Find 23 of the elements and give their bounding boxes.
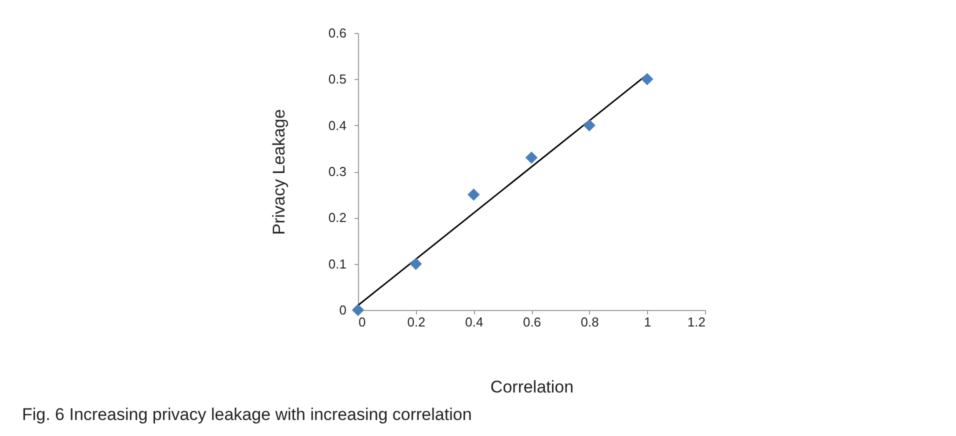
- point: [410, 258, 422, 270]
- x-tick-label: 0.6: [522, 314, 542, 330]
- point: [641, 73, 654, 86]
- x-tick-label: 1.2: [687, 314, 706, 330]
- point: [468, 188, 480, 201]
- x-tick-label: 0.8: [580, 314, 599, 330]
- x-axis-title: Correlation: [490, 378, 574, 396]
- y-tick-label: 0.1: [328, 256, 346, 272]
- x-tick-label: 0.2: [407, 314, 426, 330]
- x-tick-label: 1: [644, 314, 652, 330]
- point: [583, 119, 596, 132]
- y-axis-title: Privacy Leakage: [269, 109, 288, 235]
- y-tick-label: 0.3: [328, 164, 346, 179]
- y-tick-label: 0.6: [328, 26, 346, 40]
- y-tick-label: 0.4: [328, 118, 346, 133]
- point: [352, 304, 364, 316]
- point: [525, 152, 538, 164]
- x-tick-label: 0: [358, 314, 366, 330]
- y-tick-label: 0: [339, 302, 346, 318]
- x-tick-label: 0.4: [465, 314, 484, 330]
- caption: Fig. 6 Increasing privacy leakage with increasing correlation: [22, 405, 472, 425]
- y-tick-label: 0.5: [328, 72, 346, 87]
- y-tick-label: 0.2: [328, 210, 346, 226]
